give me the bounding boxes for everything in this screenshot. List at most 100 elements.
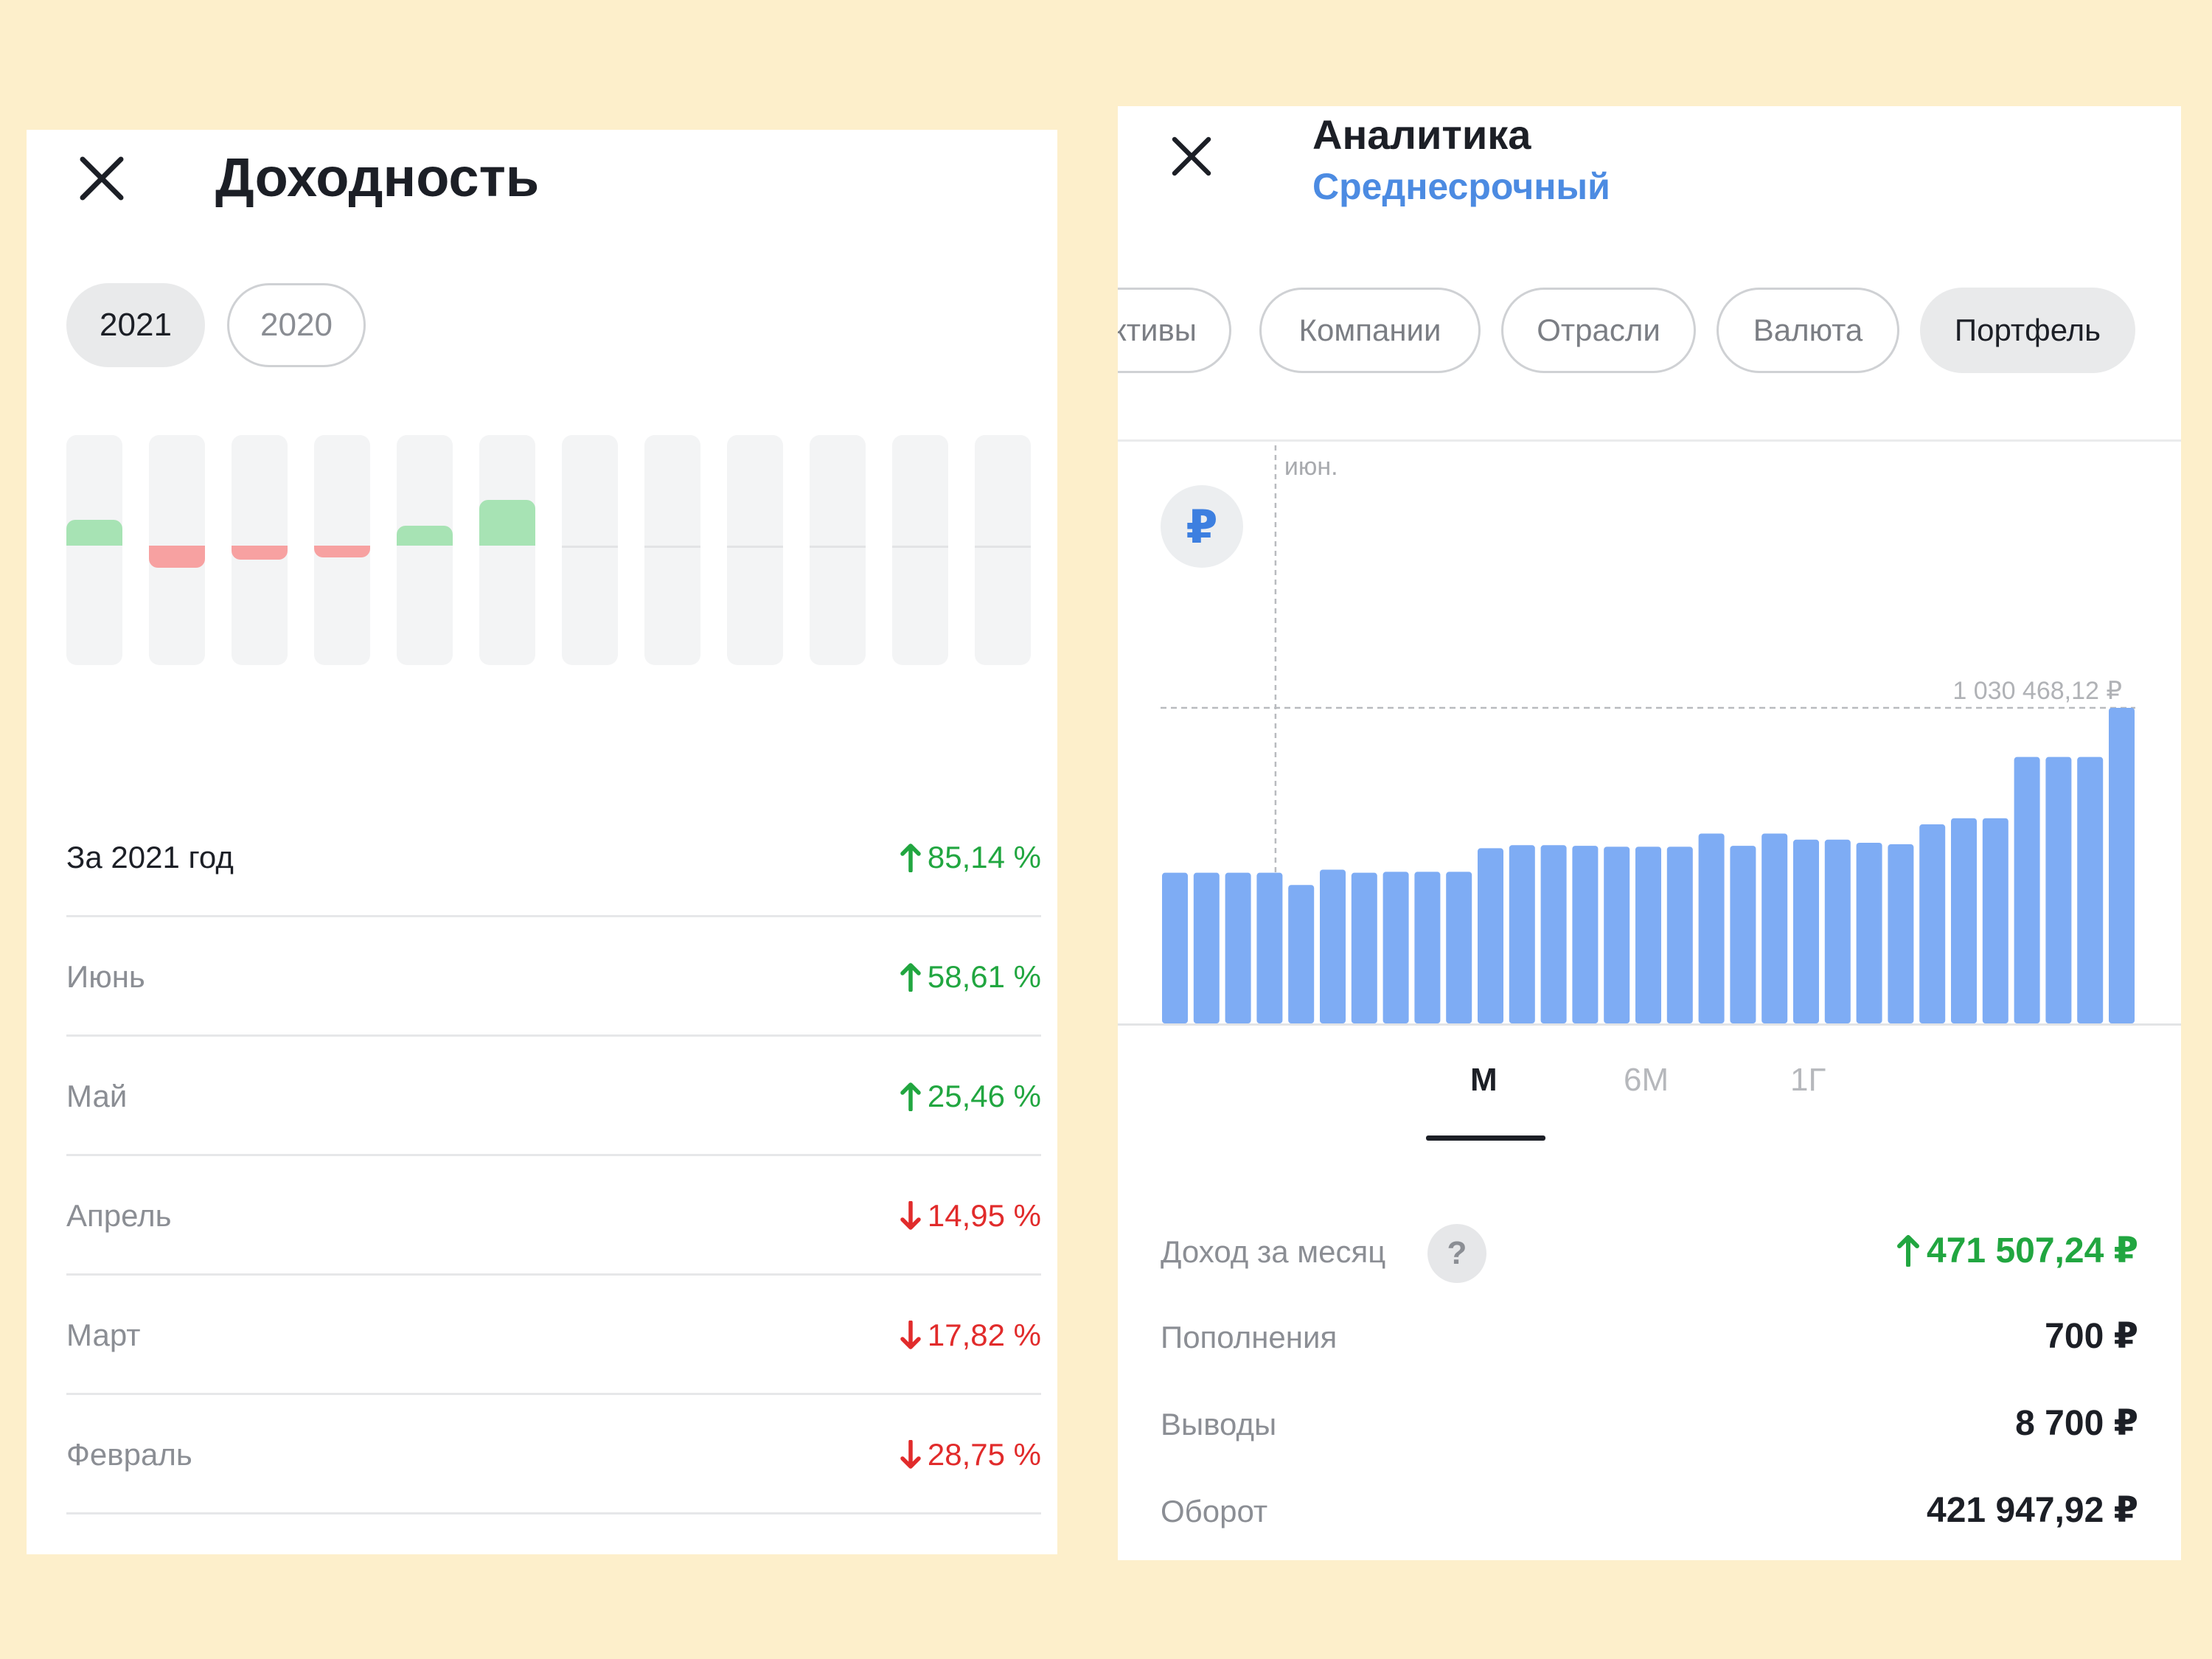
returns-row[interactable]: За 2021 год 85,14 % — [66, 798, 1041, 917]
portfolio-value-bar[interactable] — [1351, 872, 1377, 1023]
month-column[interactable] — [562, 435, 618, 665]
portfolio-value-bar[interactable] — [2014, 757, 2040, 1023]
ruble-icon[interactable]: ₽ — [1161, 485, 1243, 568]
help-icon[interactable]: ? — [1427, 1224, 1486, 1283]
portfolio-value-bar[interactable] — [1288, 885, 1315, 1023]
portfolio-value-bar[interactable] — [2077, 757, 2104, 1023]
portfolio-value-bar[interactable] — [1824, 839, 1851, 1023]
portfolio-value-bar[interactable] — [1982, 818, 2008, 1023]
month-marker-label: июн. — [1284, 453, 1338, 481]
portfolio-value-bar[interactable] — [1193, 872, 1220, 1023]
divider — [66, 915, 1041, 917]
portfolio-value-bar[interactable] — [1730, 846, 1756, 1023]
portfolio-value-bar[interactable] — [1888, 844, 1914, 1023]
zero-line — [892, 546, 948, 548]
portfolio-value-bar[interactable] — [1414, 872, 1441, 1023]
year-chip-2020[interactable]: 2020 — [227, 283, 366, 367]
month-column[interactable] — [727, 435, 783, 665]
returns-row[interactable]: Май 25,46 % — [66, 1037, 1041, 1156]
divider — [66, 1034, 1041, 1037]
month-return-bar — [66, 520, 122, 546]
portfolio-value-bar[interactable] — [1225, 872, 1251, 1023]
month-column[interactable] — [314, 435, 370, 665]
month-column[interactable] — [892, 435, 948, 665]
portfolio-value-bar[interactable] — [1793, 839, 1819, 1023]
portfolio-value-bar[interactable] — [1256, 872, 1283, 1023]
portfolio-value-bar[interactable] — [2109, 708, 2135, 1023]
portfolio-value-bar[interactable] — [1951, 818, 1977, 1023]
returns-row[interactable]: Январь33,26 % — [66, 1514, 1041, 1554]
portfolio-value-bar[interactable] — [1635, 846, 1661, 1023]
arrow-down-icon — [900, 1321, 921, 1349]
portfolio-value-bar[interactable] — [1919, 824, 1946, 1023]
tab-assets[interactable]: ктивы — [1118, 288, 1231, 373]
period-tab-month[interactable]: М — [1470, 1062, 1498, 1098]
portfolio-value-bar[interactable] — [1446, 872, 1472, 1023]
returns-panel: Доходность 2021 2020 За 2021 год 85,14 % И… — [27, 130, 1057, 1554]
year-chip-label: 2021 — [100, 307, 172, 343]
month-return-bar — [314, 546, 370, 557]
turnover-value: 421 947,92 ₽ — [1927, 1491, 2138, 1530]
month-column[interactable] — [975, 435, 1031, 665]
portfolio-value-bar[interactable] — [1604, 846, 1630, 1023]
returns-row-value: 14,95 % — [900, 1198, 1041, 1234]
returns-row-label: Апрель — [66, 1198, 172, 1233]
month-return-bar — [397, 526, 453, 546]
period-tab-6m[interactable]: 6М — [1624, 1062, 1669, 1098]
month-column[interactable] — [232, 435, 288, 665]
returns-row-percent: 14,95 % — [927, 1198, 1041, 1233]
zero-line — [727, 546, 783, 548]
divider — [66, 1273, 1041, 1276]
month-column[interactable] — [479, 435, 535, 665]
year-chip-2021[interactable]: 2021 — [66, 283, 205, 367]
tab-label: ктивы — [1118, 313, 1197, 347]
chart-baseline — [1118, 1023, 2181, 1026]
returns-row-percent: 58,61 % — [927, 959, 1041, 994]
month-column[interactable] — [810, 435, 866, 665]
withdrawals-value: 8 700 ₽ — [2015, 1404, 2138, 1443]
monthly-returns-chart — [66, 435, 1056, 665]
returns-row[interactable]: Апрель 14,95 % — [66, 1156, 1041, 1276]
portfolio-value-bar[interactable] — [1478, 848, 1503, 1023]
returns-row-value: 17,82 % — [900, 1318, 1041, 1353]
tab-industries[interactable]: Отрасли — [1501, 288, 1696, 373]
income-label: Доход за месяц — [1161, 1234, 1386, 1269]
portfolio-value-bar[interactable] — [2045, 757, 2072, 1023]
returns-row-percent: 17,82 % — [927, 1318, 1041, 1352]
returns-row-label: Март — [66, 1318, 141, 1352]
arrow-down-icon — [900, 1201, 921, 1230]
portfolio-value-chart: 1 030 468,12 ₽ июн. — [1161, 445, 2135, 1023]
portfolio-value-bar[interactable] — [1666, 846, 1693, 1023]
close-icon[interactable] — [1168, 133, 1215, 180]
zero-line — [975, 546, 1031, 548]
portfolio-value-bar[interactable] — [1761, 833, 1788, 1023]
portfolio-value-bar[interactable] — [1540, 845, 1567, 1023]
portfolio-value-bar[interactable] — [1320, 869, 1346, 1023]
portfolio-name[interactable]: Среднесрочный — [1312, 166, 1610, 207]
page-title: Доходность — [215, 147, 540, 208]
page-title: Аналитика — [1312, 111, 1531, 158]
portfolio-value-bar[interactable] — [1162, 872, 1188, 1023]
analytics-panel: Аналитика Среднесрочный ктивы Компании О… — [1118, 106, 2181, 1560]
period-tab-1y[interactable]: 1Г — [1790, 1062, 1826, 1098]
income-amount: 471 507,24 ₽ — [1927, 1231, 2138, 1270]
tab-currency[interactable]: Валюта — [1717, 288, 1899, 373]
portfolio-value-bar[interactable] — [1572, 846, 1599, 1023]
tab-portfolio[interactable]: Портфель — [1920, 288, 2135, 373]
portfolio-value-bar[interactable] — [1509, 845, 1535, 1023]
returns-row[interactable]: Июнь 58,61 % — [66, 917, 1041, 1037]
tab-companies[interactable]: Компании — [1259, 288, 1481, 373]
returns-row-value: 58,61 % — [900, 959, 1041, 995]
month-column[interactable] — [397, 435, 453, 665]
month-column[interactable] — [644, 435, 700, 665]
returns-row[interactable]: Март 17,82 % — [66, 1276, 1041, 1395]
close-icon[interactable] — [75, 152, 128, 205]
month-column[interactable] — [149, 435, 205, 665]
returns-row-label: За 2021 год — [66, 840, 234, 874]
portfolio-value-bar[interactable] — [1698, 833, 1725, 1023]
returns-row[interactable]: Февраль 28,75 % — [66, 1395, 1041, 1514]
month-column[interactable] — [66, 435, 122, 665]
active-period-indicator — [1426, 1135, 1545, 1141]
portfolio-value-bar[interactable] — [1856, 842, 1882, 1023]
portfolio-value-bar[interactable] — [1382, 872, 1409, 1023]
